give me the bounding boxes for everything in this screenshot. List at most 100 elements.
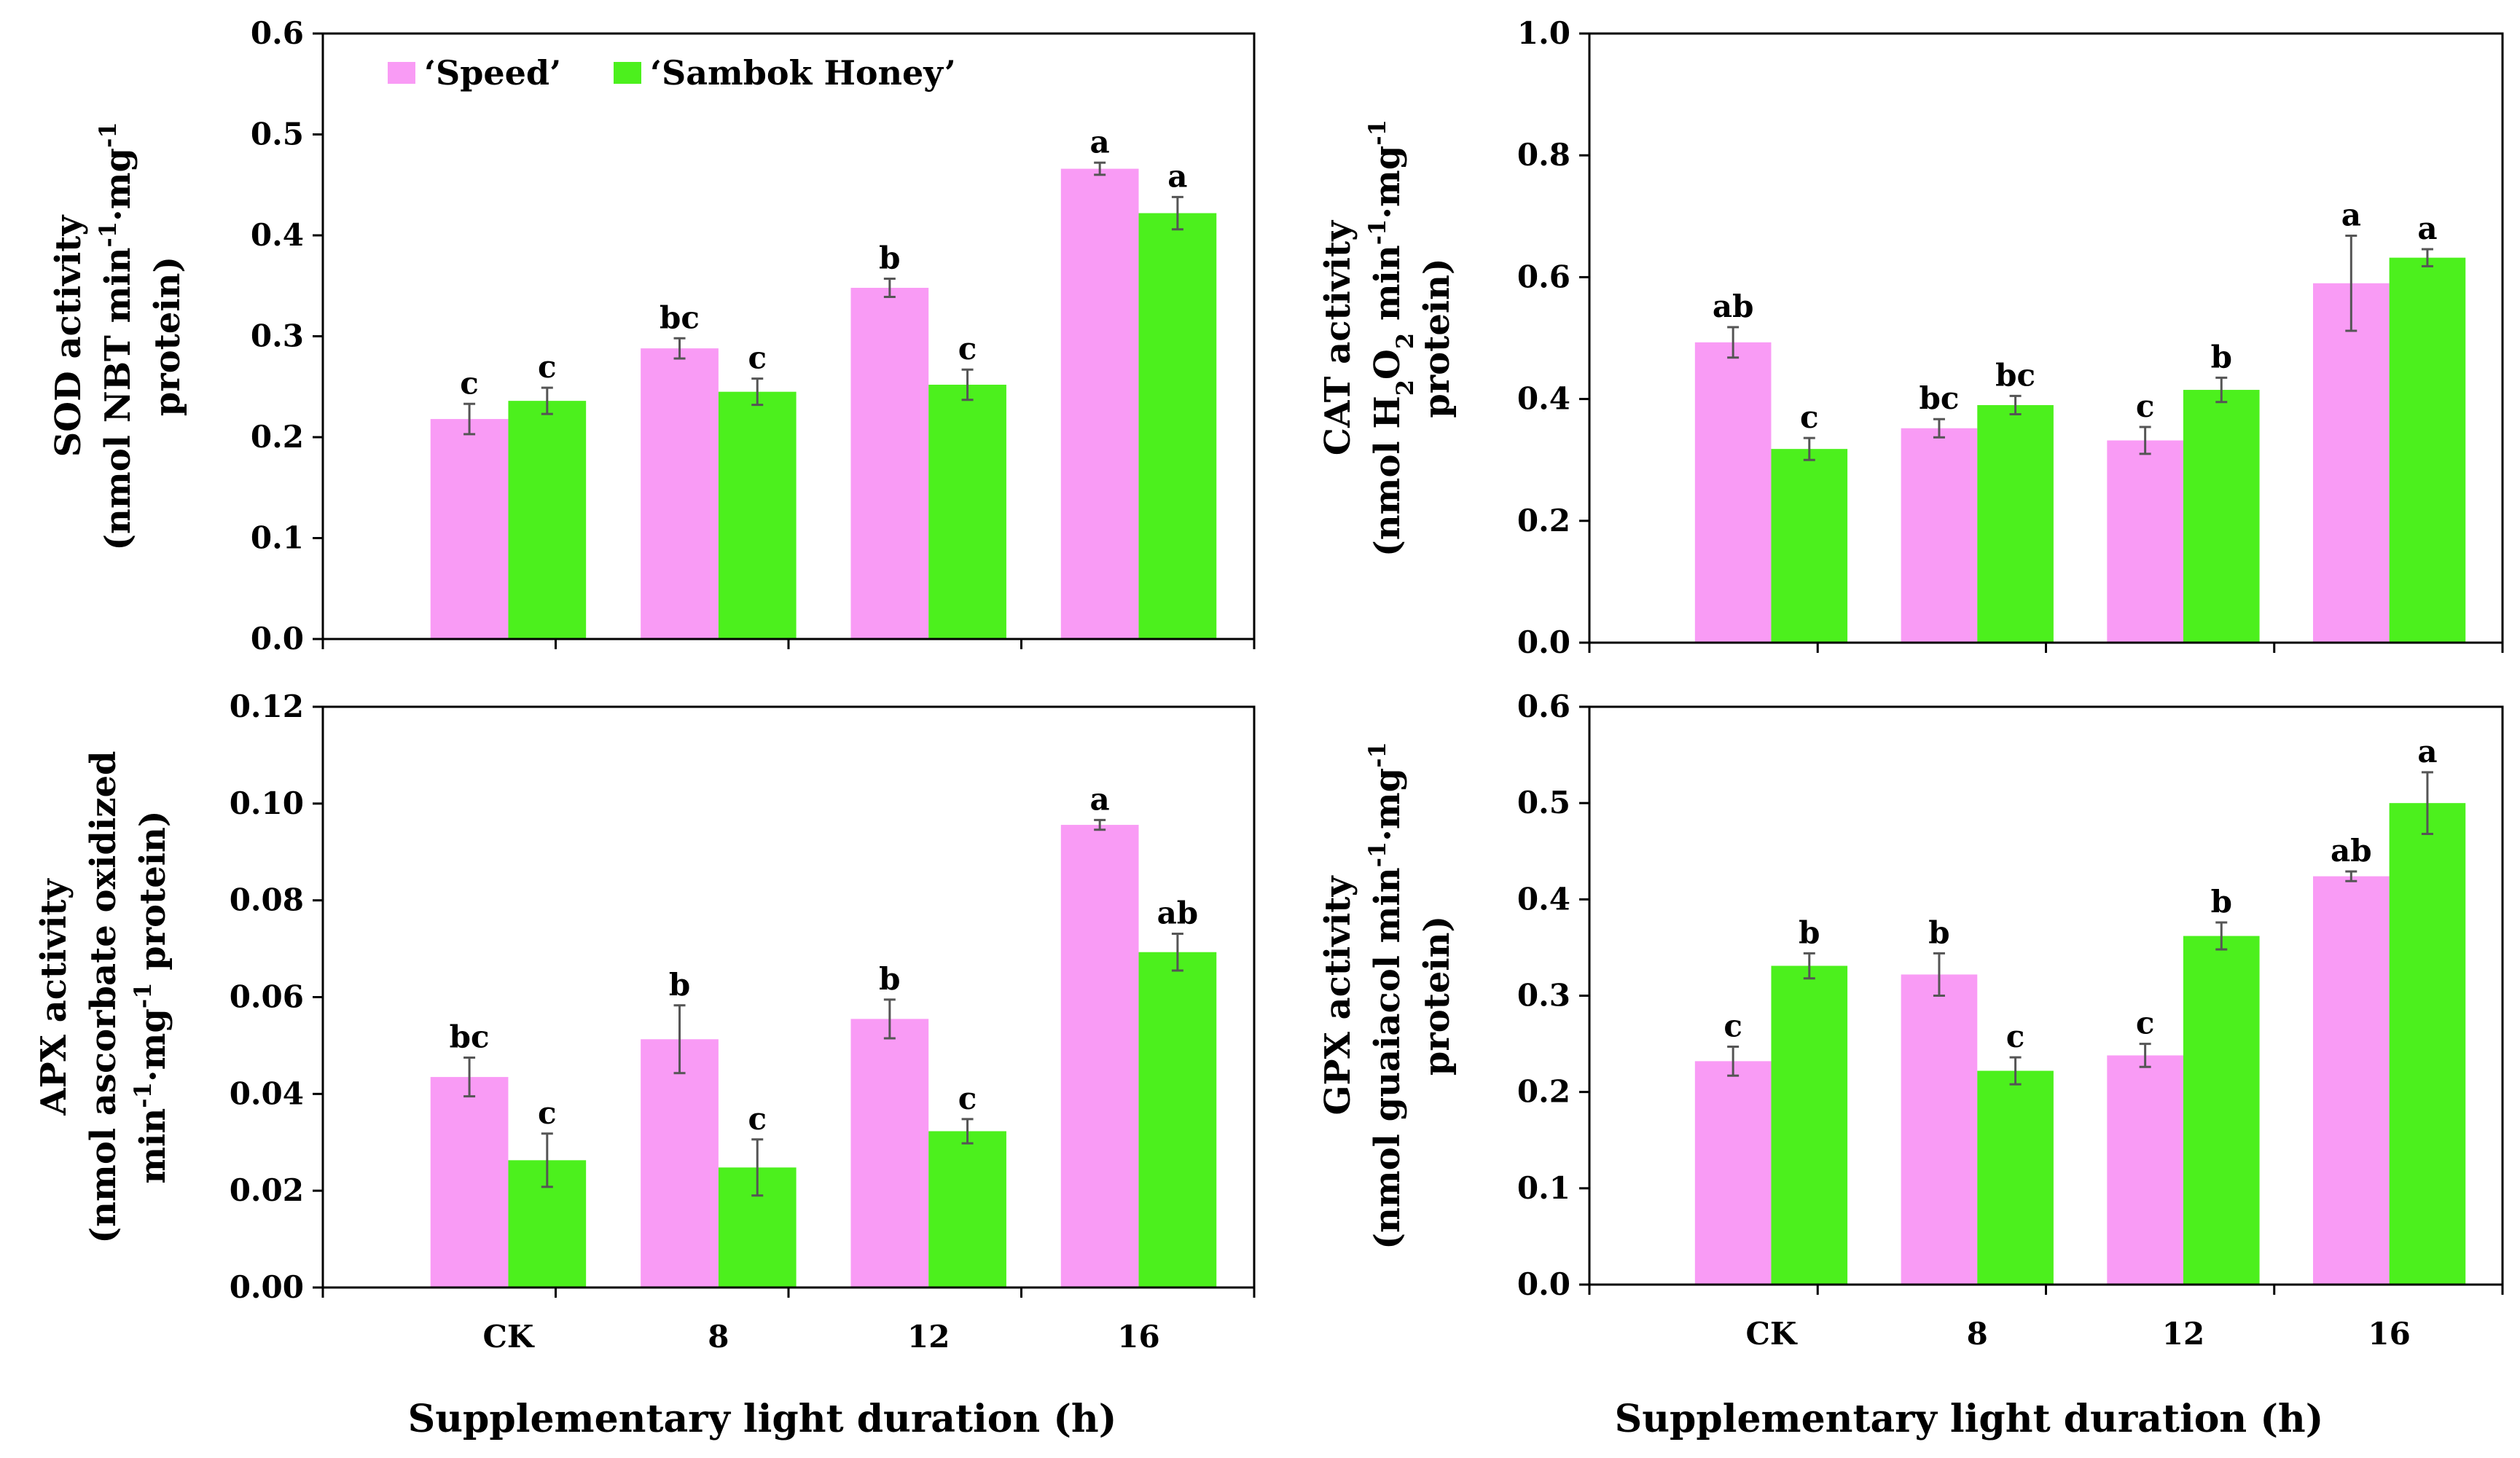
significance-letter: b [2211, 884, 2232, 920]
significance-letter: c [460, 365, 479, 401]
significance-letter: bc [1995, 357, 2035, 393]
legend-swatch-speed [388, 62, 415, 84]
error-bar-sambok-CK [1803, 436, 1815, 461]
significance-letter: c [2136, 1006, 2155, 1041]
y-axis-title-line: protein) [147, 256, 188, 416]
error-bar-sambok-CK [541, 1132, 553, 1188]
significance-letter: b [2211, 339, 2232, 375]
y-axis-title-line: (nmol guaiacol min-1·mg-1 [1363, 742, 1408, 1250]
chart-panel-4: c b CK b c 8 c b 12 ab a 16 0.0 0.1 0.2 0.3 0.4 0.5 0.6 GPX… [1318, 689, 2504, 1352]
y-tick-label: 0.6 [251, 15, 304, 51]
bar-speed-16 [1060, 825, 1139, 1287]
bar-sambok-8 [718, 391, 797, 639]
y-tick-label: 0.08 [230, 882, 304, 918]
y-tick-label: 0.12 [230, 689, 304, 724]
significance-letter: b [1928, 914, 1949, 950]
y-tick-label: 0.06 [230, 979, 304, 1015]
y-axis-title-line: protein) [1417, 916, 1457, 1075]
bar-speed-12 [2107, 1055, 2183, 1285]
error-bar-speed-8 [1933, 952, 1945, 997]
bar-speed-8 [641, 1039, 719, 1287]
significance-letter: bc [660, 299, 700, 335]
y-tick-label: 0.5 [1517, 785, 1570, 820]
significance-letter: c [958, 1081, 977, 1116]
bar-speed-16 [2313, 283, 2390, 643]
error-bar-speed-8 [673, 1004, 686, 1075]
legend-label-sambok: ‘Sambok Honey’ [650, 53, 956, 93]
significance-letter: ab [1713, 289, 1754, 324]
bar-speed-12 [2107, 440, 2183, 643]
bar-sambok-12 [928, 1131, 1006, 1287]
y-tick-label: 0.04 [230, 1075, 304, 1111]
error-bar-sambok-8 [2009, 1056, 2022, 1086]
significance-letter: c [2006, 1019, 2025, 1054]
significance-letter: c [1800, 399, 1819, 435]
plot-frame [1588, 32, 2504, 644]
significance-letter: a [1090, 124, 1110, 160]
error-bar-sambok-12 [2215, 376, 2228, 404]
error-bar-sambok-CK [541, 386, 553, 415]
bar-sambok-16 [1138, 952, 1217, 1287]
significance-letter: c [538, 1095, 557, 1131]
y-tick-label: 0.4 [251, 217, 304, 253]
y-tick-label: 0.6 [1517, 689, 1570, 724]
error-bar-speed-12 [2139, 426, 2151, 455]
bar-sambok-16 [1138, 213, 1217, 639]
bar-sambok-CK [1771, 965, 1848, 1285]
significance-letter: b [669, 967, 690, 1003]
bar-sambok-8 [1977, 1070, 2054, 1285]
bar-sambok-8 [1977, 404, 2054, 643]
y-tick-label: 0.8 [1517, 137, 1570, 173]
y-tick-label: 0.1 [251, 520, 304, 556]
y-tick-label: 0.2 [1517, 503, 1570, 538]
error-bar-speed-12 [2139, 1043, 2151, 1068]
y-tick-label: 0.4 [1517, 881, 1570, 917]
significance-letter: c [538, 349, 557, 385]
significance-letter: c [2136, 388, 2155, 424]
bar-speed-CK [430, 419, 509, 639]
y-tick-label: 0.1 [1517, 1170, 1570, 1206]
y-axis-title-line: (nmol H2O2 min-1·mg-1 [1363, 119, 1419, 557]
legend-label-speed: ‘Speed’ [424, 53, 561, 93]
bar-speed-12 [850, 1019, 929, 1287]
y-tick-label: 0.2 [1517, 1074, 1570, 1110]
bar-speed-16 [2313, 876, 2390, 1285]
significance-letter: b [1799, 914, 1820, 950]
error-bar-sambok-12 [961, 1118, 974, 1145]
significance-letter: a [1090, 781, 1110, 817]
error-bar-speed-16 [1094, 161, 1106, 176]
y-axis-title-line: APX activity [34, 877, 74, 1116]
y-axis-title-line: SOD activity [48, 214, 89, 458]
y-tick-label: 0.02 [230, 1172, 304, 1208]
x-axis-title-left: Supplementary light duration (h) [408, 1397, 1117, 1441]
y-tick-label: 0.10 [230, 785, 304, 821]
bar-speed-8 [1901, 974, 1978, 1285]
error-bar-speed-CK [1727, 1046, 1740, 1077]
error-bar-sambok-8 [751, 377, 764, 407]
y-axis-title-line: min-1·mg-1 protein) [129, 810, 173, 1183]
error-bar-sambok-CK [1803, 952, 1815, 980]
bar-sambok-16 [2389, 257, 2466, 643]
x-tick-label: CK [1746, 1316, 1798, 1352]
bar-speed-8 [1901, 428, 1978, 643]
bar-sambok-12 [2183, 390, 2260, 643]
error-bar-sambok-12 [2215, 921, 2228, 951]
bar-speed-CK [1694, 342, 1772, 643]
x-tick-label: 8 [1967, 1316, 1988, 1352]
error-bar-speed-CK [463, 1057, 476, 1098]
x-tick-label: 16 [2368, 1316, 2410, 1352]
y-tick-label: 0.4 [1517, 381, 1570, 417]
error-bar-speed-8 [1933, 418, 1945, 439]
x-tick-label: 12 [2162, 1316, 2204, 1352]
significance-letter: b [879, 240, 900, 276]
plot-frame [321, 705, 1256, 1289]
significance-letter: c [1723, 1008, 1742, 1044]
error-bar-sambok-16 [1171, 195, 1183, 231]
error-bar-sambok-8 [751, 1138, 764, 1197]
x-tick-label: 8 [708, 1319, 729, 1355]
legend-swatch-sambok [614, 62, 641, 84]
significance-letter: a [2341, 197, 2361, 233]
error-bar-speed-CK [463, 402, 476, 436]
